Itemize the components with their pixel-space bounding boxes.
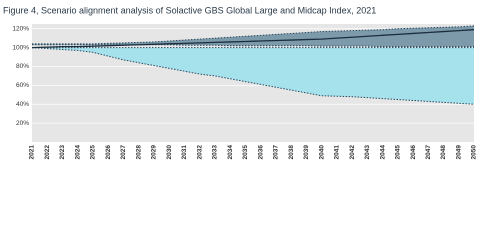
y-tick-label: 60% xyxy=(16,82,29,89)
x-tick-label: 2041 xyxy=(334,145,341,160)
x-tick-label: 2028 xyxy=(135,145,142,160)
x-tick-label: 2023 xyxy=(59,145,66,160)
series-line xyxy=(31,29,475,49)
chart: Figure 4, Scenario alignment analysis of… xyxy=(3,5,478,160)
x-tick-label: 2026 xyxy=(105,145,112,160)
x-tick-label: 2042 xyxy=(349,145,356,160)
band-area xyxy=(32,25,474,47)
x-tick-label: 2044 xyxy=(379,145,386,160)
x-tick-label: 2047 xyxy=(425,145,432,160)
x-tick-label: 2033 xyxy=(212,145,219,160)
y-tick-label: 80% xyxy=(16,63,29,70)
x-tick-label: 2036 xyxy=(257,145,264,160)
y-tick-label: 40% xyxy=(16,101,29,108)
y-tick-label: 20% xyxy=(16,120,29,127)
x-tick-label: 2021 xyxy=(29,145,36,160)
page: Figure 4, Scenario alignment analysis of… xyxy=(3,5,478,160)
x-tick-label: 2027 xyxy=(120,145,127,160)
x-tick-label: 2032 xyxy=(196,145,203,160)
x-tick-label: 2022 xyxy=(44,145,51,160)
x-tick-label: 2034 xyxy=(227,145,234,160)
y-tick-label: 100% xyxy=(12,44,29,51)
x-tick-label: 2029 xyxy=(151,145,158,160)
x-tick-label: 2039 xyxy=(303,145,310,160)
x-tick-label: 2046 xyxy=(410,145,417,160)
x-tick-label: 2049 xyxy=(455,145,462,160)
x-tick-label: 2045 xyxy=(395,145,402,160)
x-tick-label: 2038 xyxy=(288,145,295,160)
chart-title: Figure 4, Scenario alignment analysis of… xyxy=(3,5,376,15)
x-tick-label: 2050 xyxy=(471,145,478,160)
x-tick-label: 2043 xyxy=(364,145,371,160)
series-line xyxy=(31,47,475,105)
x-tick-label: 2030 xyxy=(166,145,173,160)
x-tick-label: 2048 xyxy=(440,145,447,160)
band-area xyxy=(32,47,474,105)
x-tick-label: 2037 xyxy=(273,145,280,160)
x-tick-label: 2024 xyxy=(74,145,81,160)
y-tick-label: 120% xyxy=(12,25,29,32)
x-tick-label: 2035 xyxy=(242,145,249,160)
x-tick-label: 2025 xyxy=(90,145,97,160)
x-tick-label: 2031 xyxy=(181,145,188,160)
x-tick-label: 2040 xyxy=(318,145,325,160)
